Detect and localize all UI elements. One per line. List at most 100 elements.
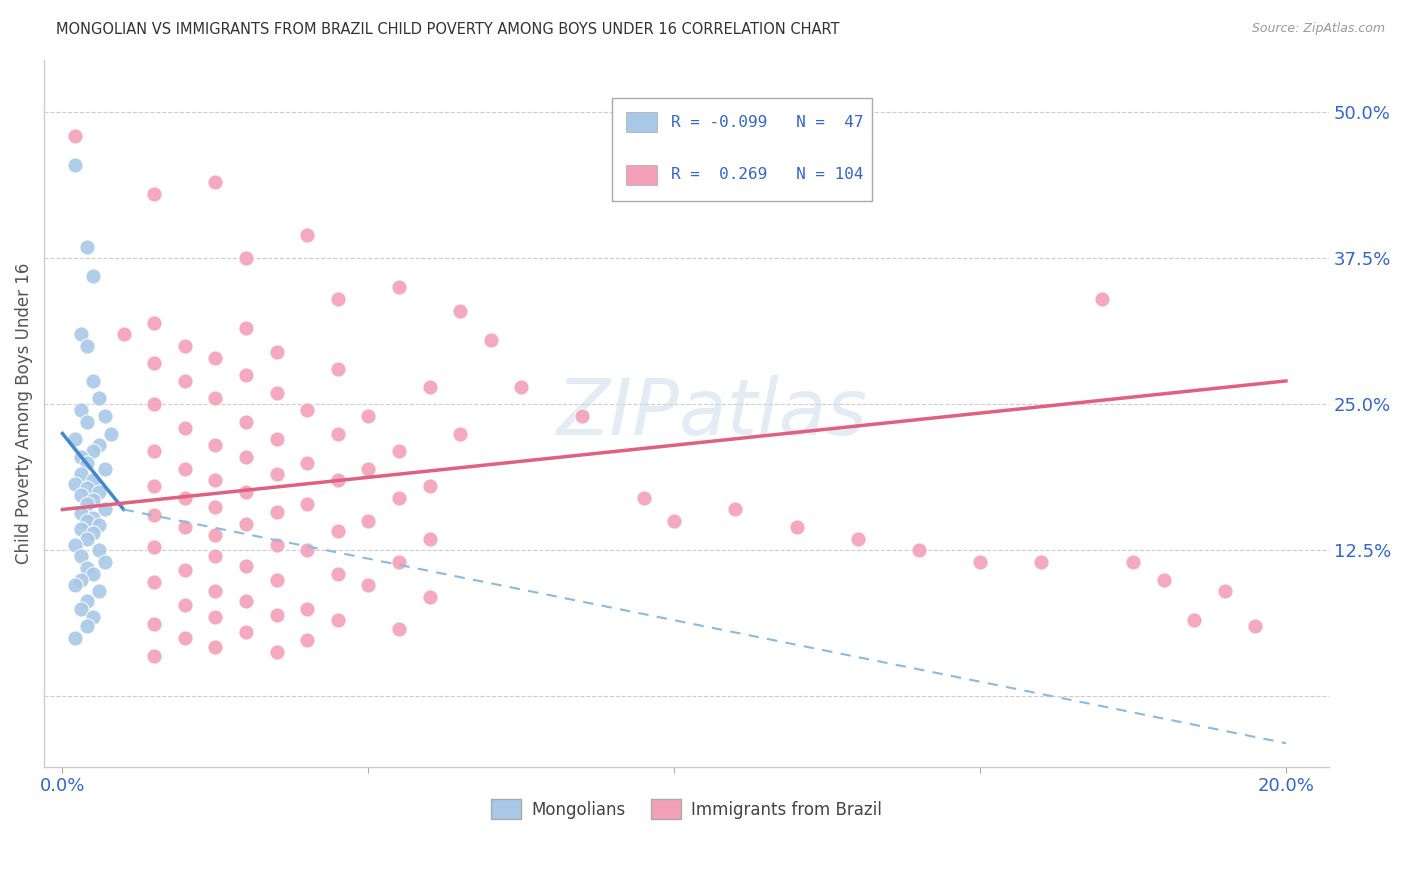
Point	[69, 403, 91, 417]
Point	[235, 450, 257, 464]
Point	[235, 321, 257, 335]
Point	[82, 566, 104, 581]
Point	[94, 461, 117, 475]
Point	[63, 128, 86, 143]
Point	[76, 532, 98, 546]
Point	[173, 563, 195, 577]
Point	[89, 517, 111, 532]
Point	[266, 467, 288, 482]
Point	[388, 280, 411, 294]
Point	[235, 415, 257, 429]
Point	[204, 640, 226, 655]
Point	[266, 645, 288, 659]
Point	[266, 537, 288, 551]
Point	[63, 537, 86, 551]
Point	[418, 590, 440, 604]
Point	[326, 566, 349, 581]
Legend: Mongolians, Immigrants from Brazil: Mongolians, Immigrants from Brazil	[485, 793, 889, 825]
Point	[235, 593, 257, 607]
Point	[295, 456, 318, 470]
Point	[82, 444, 104, 458]
Point	[143, 540, 166, 554]
Text: Source: ZipAtlas.com: Source: ZipAtlas.com	[1251, 22, 1385, 36]
Point	[357, 514, 380, 528]
Point	[388, 444, 411, 458]
Point	[326, 292, 349, 306]
Point	[143, 356, 166, 370]
Point	[204, 584, 226, 599]
Point	[89, 438, 111, 452]
Point	[76, 514, 98, 528]
Point	[633, 491, 655, 505]
Point	[235, 368, 257, 383]
Y-axis label: Child Poverty Among Boys Under 16: Child Poverty Among Boys Under 16	[15, 262, 32, 564]
Point	[266, 573, 288, 587]
Point	[204, 549, 226, 564]
Point	[235, 485, 257, 500]
Point	[357, 578, 380, 592]
Point	[266, 505, 288, 519]
Point	[204, 528, 226, 542]
Point	[449, 303, 471, 318]
Point	[76, 239, 98, 253]
Text: R = -0.099   N =  47: R = -0.099 N = 47	[671, 115, 863, 129]
Point	[76, 456, 98, 470]
Point	[143, 397, 166, 411]
Point	[63, 476, 86, 491]
Point	[173, 599, 195, 613]
Point	[724, 502, 747, 516]
Point	[173, 420, 195, 434]
Point	[69, 327, 91, 342]
Text: R =  0.269   N = 104: R = 0.269 N = 104	[671, 168, 863, 182]
Point	[326, 524, 349, 538]
Point	[326, 473, 349, 487]
Point	[173, 631, 195, 645]
Point	[69, 522, 91, 536]
Point	[143, 648, 166, 663]
Point	[143, 186, 166, 201]
Point	[418, 479, 440, 493]
Point	[908, 543, 931, 558]
Point	[326, 426, 349, 441]
Point	[89, 584, 111, 599]
Point	[94, 409, 117, 423]
Point	[82, 268, 104, 283]
Point	[1244, 619, 1267, 633]
Point	[143, 574, 166, 589]
Point	[89, 543, 111, 558]
Point	[76, 482, 98, 496]
Point	[82, 473, 104, 487]
Point	[82, 493, 104, 508]
Point	[846, 532, 869, 546]
Point	[388, 622, 411, 636]
Point	[295, 543, 318, 558]
Point	[357, 409, 380, 423]
Point	[173, 374, 195, 388]
Point	[69, 573, 91, 587]
Point	[76, 561, 98, 575]
Point	[1213, 584, 1236, 599]
Point	[204, 500, 226, 515]
Point	[664, 514, 686, 528]
Point	[388, 491, 411, 505]
Point	[204, 392, 226, 406]
Point	[204, 175, 226, 189]
Point	[295, 227, 318, 242]
Point	[173, 339, 195, 353]
Point	[571, 409, 593, 423]
Point	[69, 488, 91, 502]
Point	[173, 461, 195, 475]
Point	[76, 593, 98, 607]
Point	[143, 508, 166, 523]
Point	[1122, 555, 1144, 569]
Point	[969, 555, 991, 569]
Point	[76, 619, 98, 633]
Point	[266, 607, 288, 622]
Point	[82, 610, 104, 624]
Point	[1091, 292, 1114, 306]
Point	[326, 614, 349, 628]
Point	[388, 555, 411, 569]
Point	[1182, 614, 1205, 628]
Point	[143, 316, 166, 330]
Point	[89, 392, 111, 406]
